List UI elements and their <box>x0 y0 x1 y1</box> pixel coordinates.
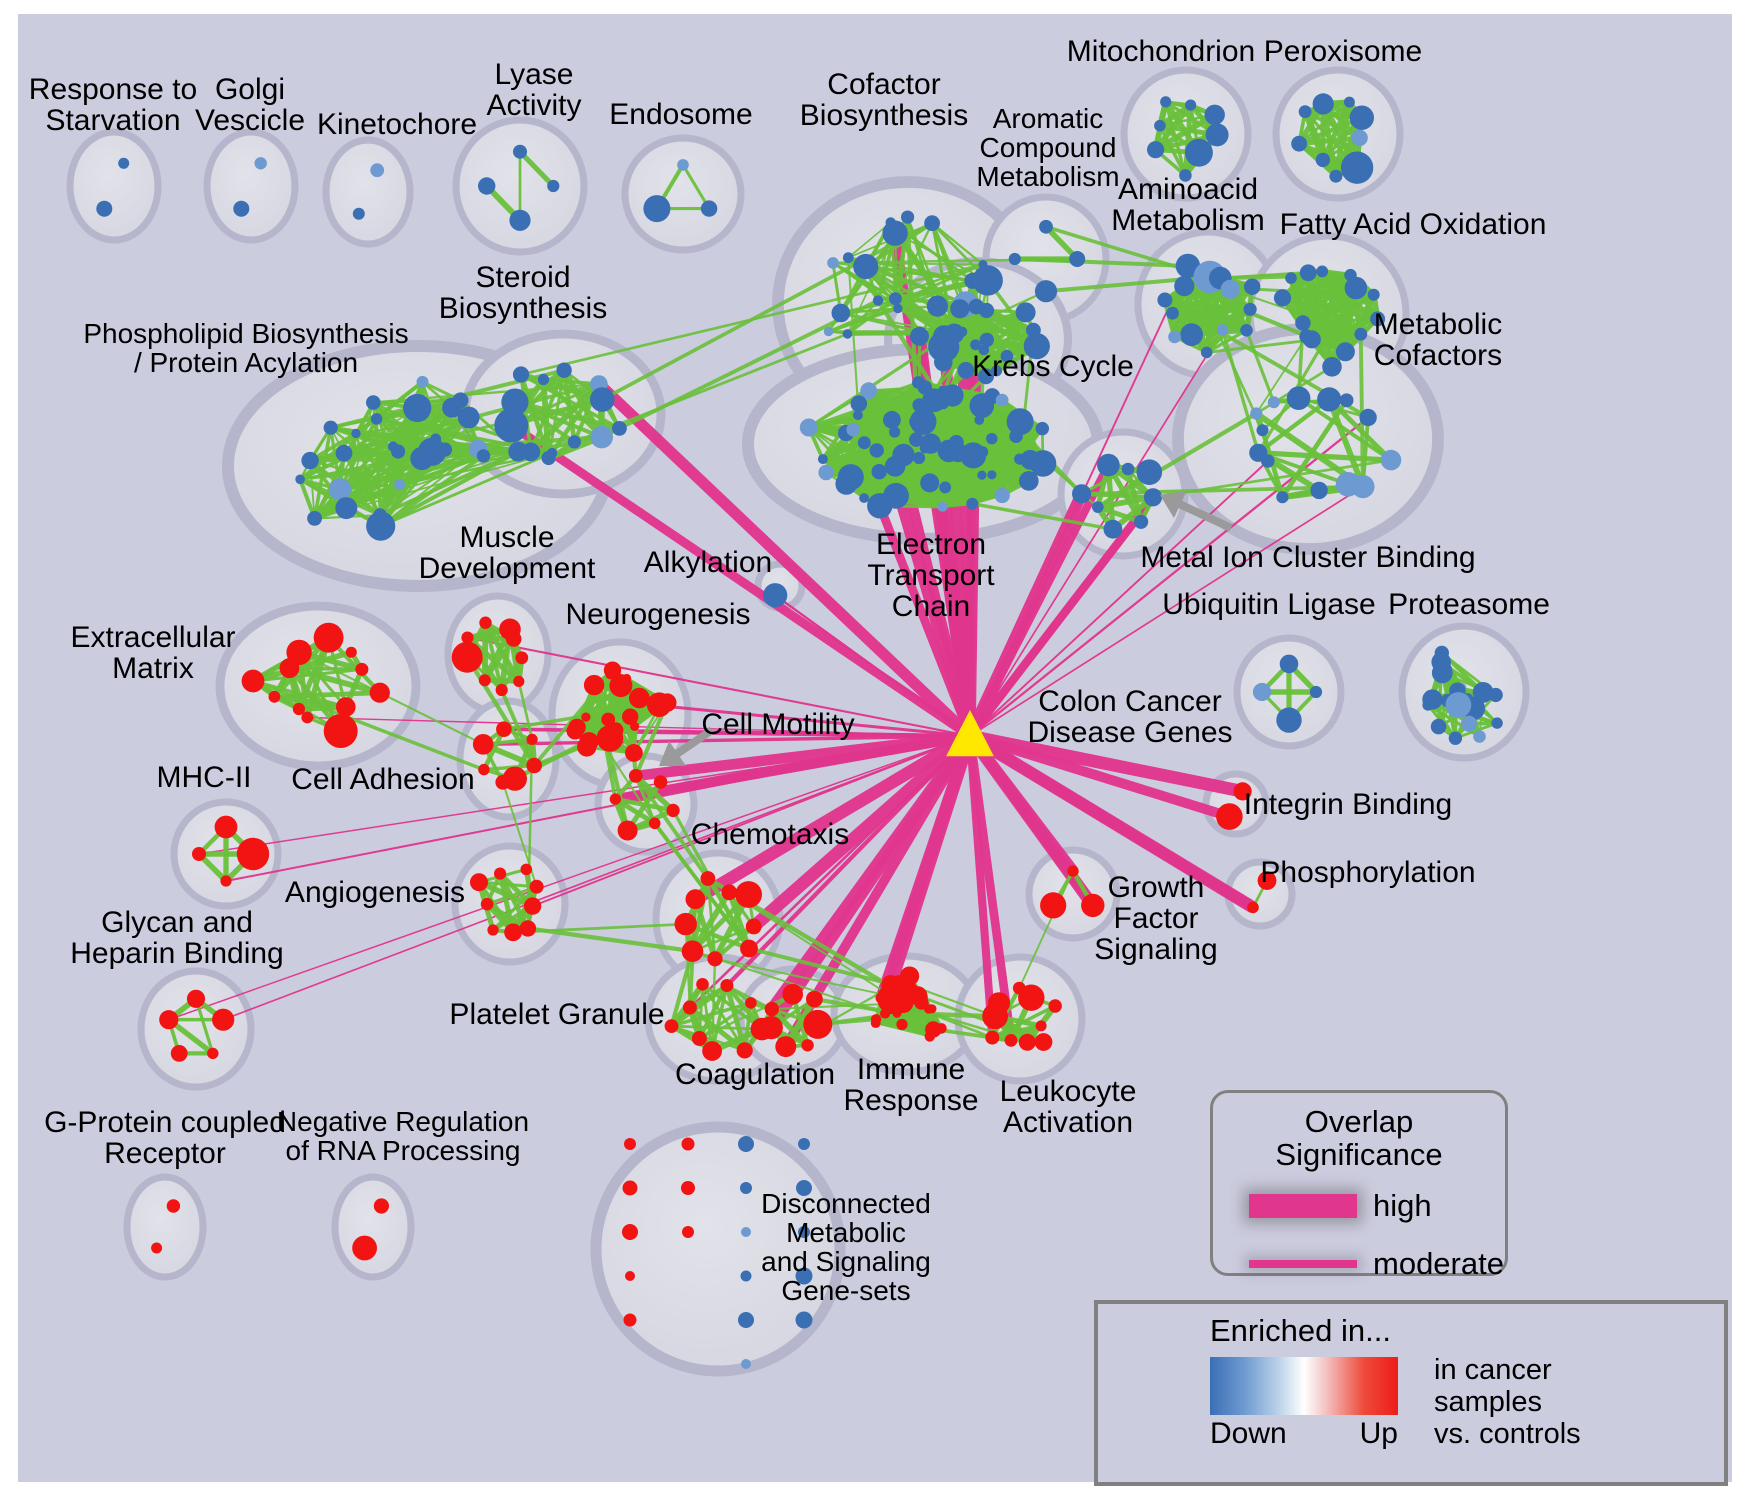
enrichment-gradient-group: Down Up <box>1210 1357 1398 1451</box>
enrichment-gradient-bar <box>1210 1357 1398 1416</box>
hub-node-colon-cancer-disease-genes[interactable] <box>946 710 994 757</box>
legend-overlap-row-high: high <box>1249 1188 1505 1224</box>
legend-label-high: high <box>1373 1187 1432 1223</box>
legend-swatch-moderate <box>1249 1259 1357 1268</box>
gradient-high-label: Up <box>1359 1417 1398 1451</box>
legend-label-moderate: moderate <box>1373 1245 1504 1281</box>
legend-enriched-in: Enriched in... Down Up in cancer samples… <box>1094 1300 1728 1486</box>
network-diagram: Response to Starvation Golgi Vescicle Kine… <box>18 14 1732 1486</box>
legend-overlap-significance: Overlap Significance high moderate <box>1210 1090 1508 1281</box>
enrichment-side-note: in cancer samples vs. controls <box>1434 1354 1581 1451</box>
gradient-low-label: Down <box>1210 1417 1287 1451</box>
annotation-arrows <box>659 490 1233 766</box>
gene-set-nodes <box>96 93 1503 1369</box>
legend-swatch-high <box>1249 1193 1357 1218</box>
legend-enrichment-title: Enriched in... <box>1210 1313 1391 1348</box>
network-svg <box>66 66 1530 1377</box>
legend-overlap-title: Overlap Significance <box>1275 1104 1443 1173</box>
legend-overlap-row-moderate: moderate <box>1249 1246 1505 1282</box>
